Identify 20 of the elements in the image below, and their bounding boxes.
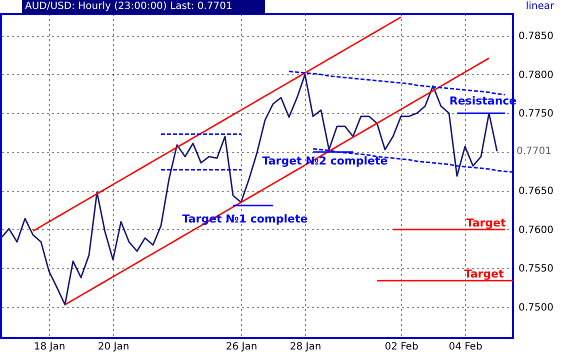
annotation: Target [466, 216, 506, 230]
x-tick-label: 04 Feb [448, 342, 482, 352]
x-tick-label: 20 Jan [98, 342, 130, 352]
line-series [32, 16, 402, 232]
text: 0.7701 [516, 146, 552, 157]
x-tick-label: 26 Jan [226, 342, 258, 352]
y-tick-label: 0.7550 [518, 264, 554, 275]
y-tick-label: 0.7800 [518, 70, 554, 81]
y-tick-label: 0.7600 [518, 224, 554, 236]
line-series [288, 70, 506, 96]
x-tick-label: 18 Jan [34, 342, 66, 352]
y-tick-label: 0.7500 [518, 302, 554, 314]
y-tick-label: 0.7650 [518, 186, 554, 198]
x-tick-label: 02 Feb [384, 342, 418, 352]
chart-title: AUD/USD: Hourly (23:00:00) Last: 0.7701 [22, 0, 265, 14]
y-tick-label: 0.7750 [518, 108, 554, 120]
y-tick-label: 0.7850 [518, 31, 554, 42]
annotation: Target [464, 268, 504, 280]
x-tick-label: 28 Jan [290, 342, 322, 352]
text: linear [526, 1, 554, 12]
